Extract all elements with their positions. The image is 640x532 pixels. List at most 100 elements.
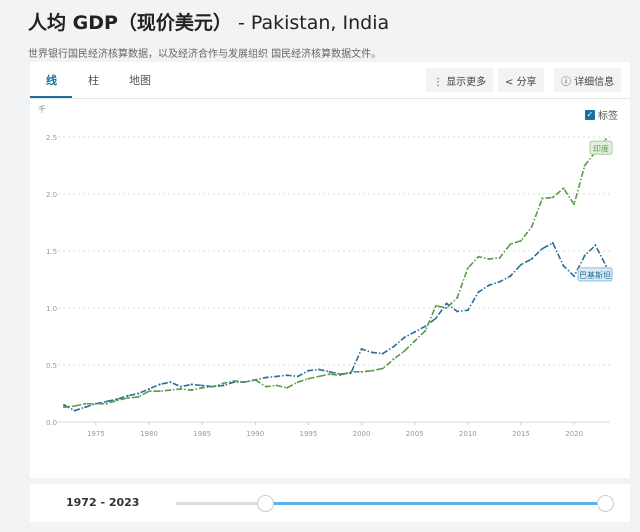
data-point bbox=[445, 302, 448, 305]
data-point bbox=[413, 340, 416, 343]
share-button[interactable]: < 分享 bbox=[498, 68, 544, 92]
data-point bbox=[126, 397, 129, 400]
y-tick-label: 1.0 bbox=[46, 305, 57, 313]
chart-card: 线 柱 地图 ⋮ 显示更多 < 分享 ⓘ 详细信息 千 ✓ 标签 0.0 0.5 1.… bbox=[30, 62, 630, 478]
data-point bbox=[530, 257, 533, 260]
x-tick-label: 1985 bbox=[193, 430, 211, 438]
data-point bbox=[286, 386, 289, 389]
show-more-button[interactable]: ⋮ 显示更多 bbox=[426, 68, 494, 92]
slider-end-handle[interactable] bbox=[597, 495, 614, 512]
data-point bbox=[296, 381, 299, 384]
y-tick-label: 0.5 bbox=[46, 362, 57, 370]
data-point bbox=[84, 406, 87, 409]
y-unit-label: 千 bbox=[38, 105, 46, 114]
data-point bbox=[573, 275, 576, 278]
share-icon: < bbox=[505, 77, 517, 88]
data-point bbox=[307, 377, 310, 380]
data-point bbox=[73, 409, 76, 412]
data-point bbox=[403, 350, 406, 353]
data-point bbox=[509, 275, 512, 278]
line-chart: 0.0 0.5 1.0 1.5 2.0 2.5 1975 1980 1985 1990 1995 20… bbox=[46, 134, 613, 438]
data-point bbox=[243, 381, 246, 384]
data-point bbox=[307, 369, 310, 372]
data-point bbox=[201, 386, 204, 389]
data-point bbox=[169, 389, 172, 392]
series-label-box bbox=[589, 140, 613, 155]
data-point bbox=[222, 382, 225, 385]
data-point bbox=[328, 373, 331, 376]
x-tick-label: 1990 bbox=[246, 430, 264, 438]
x-tick-label: 2020 bbox=[565, 430, 583, 438]
data-point bbox=[466, 309, 469, 312]
year-range-slider[interactable] bbox=[176, 495, 614, 512]
data-point bbox=[105, 402, 108, 405]
data-point bbox=[116, 399, 119, 402]
data-point bbox=[541, 197, 544, 200]
data-point bbox=[605, 264, 607, 267]
x-tick-label: 2015 bbox=[512, 430, 530, 438]
data-point bbox=[169, 381, 172, 384]
tab-bar[interactable]: 柱 bbox=[88, 74, 99, 87]
data-point bbox=[190, 389, 193, 392]
data-point bbox=[264, 385, 267, 388]
series-line-pakistan bbox=[63, 241, 607, 412]
data-point bbox=[466, 267, 469, 270]
slider-selected-range bbox=[265, 502, 606, 505]
data-point bbox=[190, 383, 193, 386]
data-point bbox=[456, 296, 459, 299]
data-point bbox=[551, 242, 554, 245]
x-tick-label: 1995 bbox=[300, 430, 318, 438]
data-point bbox=[318, 375, 321, 378]
data-point bbox=[222, 384, 225, 387]
tab-line[interactable]: 线 bbox=[46, 74, 57, 87]
data-point bbox=[349, 370, 352, 373]
data-point bbox=[530, 226, 533, 229]
data-point bbox=[201, 384, 204, 387]
series-label: 巴基斯坦 bbox=[579, 270, 611, 280]
data-point bbox=[424, 325, 427, 328]
data-point bbox=[541, 247, 544, 250]
y-tick-label: 2.5 bbox=[46, 134, 57, 142]
data-point bbox=[94, 402, 97, 405]
data-point bbox=[360, 370, 363, 373]
slider-start-handle[interactable] bbox=[257, 495, 274, 512]
data-point bbox=[594, 244, 597, 247]
data-point bbox=[456, 310, 459, 313]
data-point bbox=[392, 358, 395, 361]
data-point bbox=[63, 403, 65, 406]
data-point bbox=[360, 348, 363, 351]
data-point bbox=[179, 387, 182, 390]
labels-checkbox[interactable]: ✓ 标签 bbox=[585, 107, 618, 122]
data-point bbox=[148, 387, 151, 390]
data-point bbox=[137, 395, 140, 398]
data-point bbox=[158, 383, 161, 386]
data-point bbox=[573, 203, 576, 206]
range-footer: 1972 - 2023 bbox=[30, 484, 630, 522]
data-point bbox=[211, 385, 214, 388]
data-point bbox=[254, 378, 257, 381]
divider bbox=[30, 98, 630, 99]
data-point bbox=[434, 317, 437, 320]
x-tick-label: 2010 bbox=[459, 430, 477, 438]
tab-map[interactable]: 地图 bbox=[129, 74, 151, 87]
data-point bbox=[562, 264, 565, 267]
data-point bbox=[413, 330, 416, 333]
source-note: 世界银行国民经济核算数据，以及经济合作与发展组织 国民经济核算数据文件。 bbox=[28, 49, 382, 60]
data-point bbox=[381, 367, 384, 370]
data-point bbox=[519, 239, 522, 242]
data-point bbox=[339, 374, 342, 377]
x-tick-label: 2000 bbox=[353, 430, 371, 438]
title-main: 人均 GDP（现价美元） bbox=[28, 12, 232, 34]
data-point bbox=[264, 376, 267, 379]
series-label-box bbox=[577, 267, 613, 282]
data-point bbox=[105, 400, 108, 403]
data-point bbox=[392, 345, 395, 348]
year-range-label: 1972 - 2023 bbox=[66, 496, 140, 509]
data-point bbox=[73, 405, 76, 408]
data-point bbox=[148, 390, 151, 393]
data-point bbox=[509, 243, 512, 246]
x-tick-label: 1975 bbox=[87, 430, 105, 438]
details-button[interactable]: ⓘ 详细信息 bbox=[554, 68, 622, 92]
data-point bbox=[179, 385, 182, 388]
data-point bbox=[328, 370, 331, 373]
